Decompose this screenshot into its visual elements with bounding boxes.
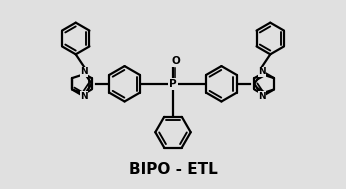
Text: N: N xyxy=(258,91,266,101)
Text: N: N xyxy=(80,67,88,76)
Text: BIPO - ETL: BIPO - ETL xyxy=(129,162,217,177)
Text: O: O xyxy=(171,57,180,67)
Text: P: P xyxy=(169,79,177,89)
Text: N: N xyxy=(258,67,266,76)
Text: N: N xyxy=(80,91,88,101)
